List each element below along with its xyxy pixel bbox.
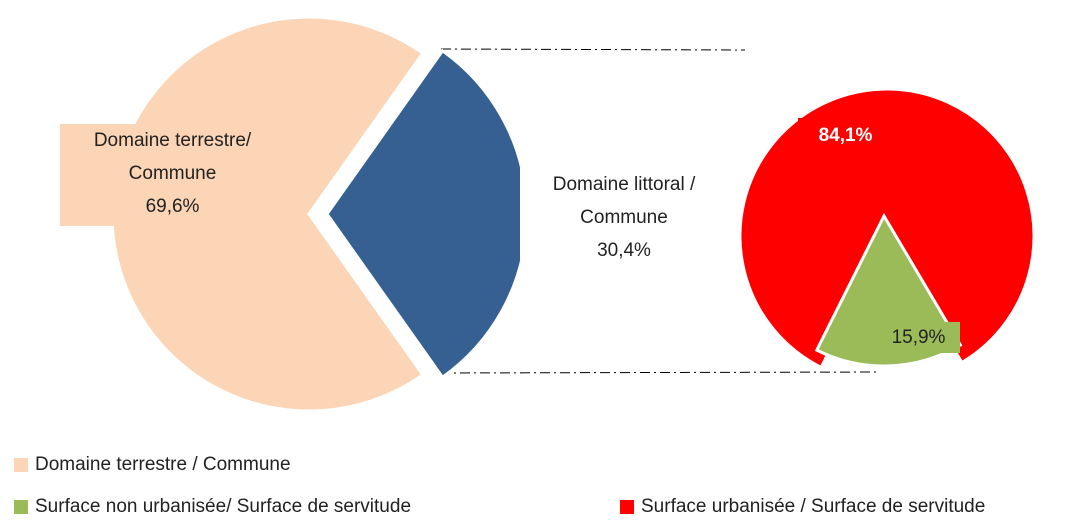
label-value: 69,6% <box>145 196 200 217</box>
label-name: Domaine terrestre/ Commune <box>93 130 252 184</box>
legend-label: Domaine terrestre / Commune <box>35 454 291 475</box>
data-label: 15,9% <box>877 322 960 353</box>
legend-label: Surface non urbanisée/ Surface de servit… <box>35 496 412 517</box>
connector <box>439 371 881 374</box>
label-value: 84,1% <box>818 125 873 146</box>
label-value: 15,9% <box>891 327 946 348</box>
legend-swatch <box>14 500 28 514</box>
data-label: Domaine littoral / Commune 30,4% <box>520 168 728 270</box>
legend-entry: Domaine terrestre / Commune <box>14 454 291 476</box>
label-name: Domaine littoral / Commune <box>552 174 696 228</box>
data-label: 84,1% <box>798 118 893 154</box>
label-value: 30,4% <box>597 240 651 261</box>
data-label: Domaine terrestre/ Commune 69,6% <box>60 124 285 226</box>
legend-swatch <box>620 500 634 514</box>
legend-entry: Surface non urbanisée/ Surface de servit… <box>14 496 411 518</box>
legend-label: Surface urbanisée / Surface de servitude <box>641 496 986 517</box>
legend-swatch <box>14 458 28 472</box>
legend-entry: Surface urbanisée / Surface de servitude <box>620 496 985 518</box>
connector <box>440 48 746 51</box>
